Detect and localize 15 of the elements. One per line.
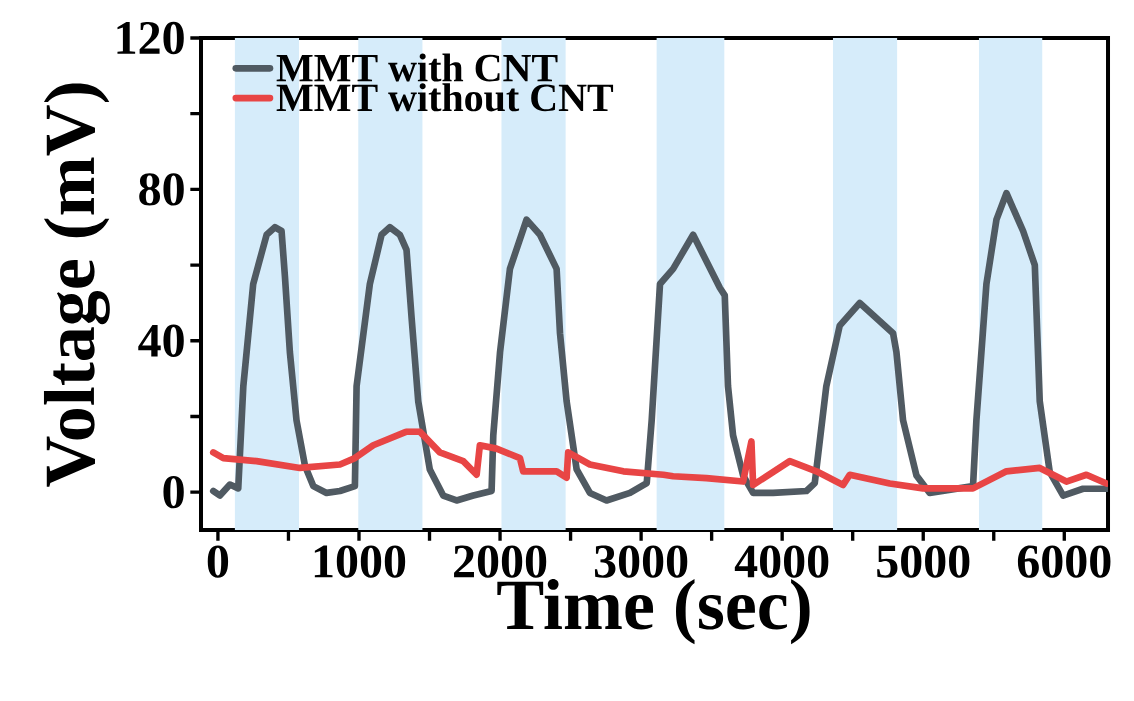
y-tick-label: 0 [163,475,184,509]
y-tick-label: 120 [117,21,184,55]
x-tick-label: 2000 [454,545,547,578]
y-tick-label: 40 [138,324,184,357]
x-tick-label: 3000 [594,545,688,578]
legend-label: MMT without CNT [276,83,614,112]
x-tick-label: 5000 [877,545,970,578]
legend-label: MMT with CNT [276,53,558,82]
y-axis-title: Voltage (mV) [43,83,110,487]
x-tick-label: 4000 [734,545,829,578]
y-tick-label: 80 [139,173,184,206]
x-axis-title: Time (sec) [497,578,810,645]
x-tick-label: 6000 [1017,545,1111,578]
x-tick-label: 1000 [314,545,406,578]
x-tick-label: 0 [207,545,229,578]
